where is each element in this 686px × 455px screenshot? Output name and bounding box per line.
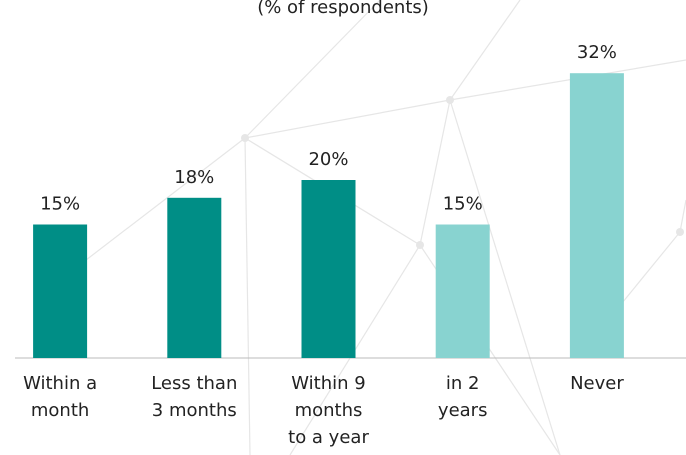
x-tick-label: Less than — [151, 373, 237, 394]
x-tick-label: month — [31, 400, 89, 421]
value-label: 15% — [40, 194, 80, 215]
value-label: 32% — [577, 42, 617, 63]
x-tick-label: Never — [570, 373, 624, 394]
bar — [301, 180, 356, 358]
x-tick-label: Within a — [23, 373, 97, 394]
x-tick-label: years — [438, 400, 488, 421]
value-label: 20% — [308, 149, 348, 170]
value-label: 15% — [443, 194, 483, 215]
x-tick-label: in 2 — [446, 373, 480, 394]
x-tick-label: to a year — [288, 427, 369, 448]
bar — [33, 224, 88, 358]
x-tick-label: 3 months — [152, 400, 237, 421]
bar — [167, 197, 222, 358]
value-label: 18% — [174, 167, 214, 188]
bar — [435, 224, 490, 358]
x-tick-label: months — [295, 400, 363, 421]
x-tick-label: Within 9 — [291, 373, 365, 394]
bar — [569, 73, 624, 358]
chart-subtitle: (% of respondents) — [257, 0, 429, 18]
